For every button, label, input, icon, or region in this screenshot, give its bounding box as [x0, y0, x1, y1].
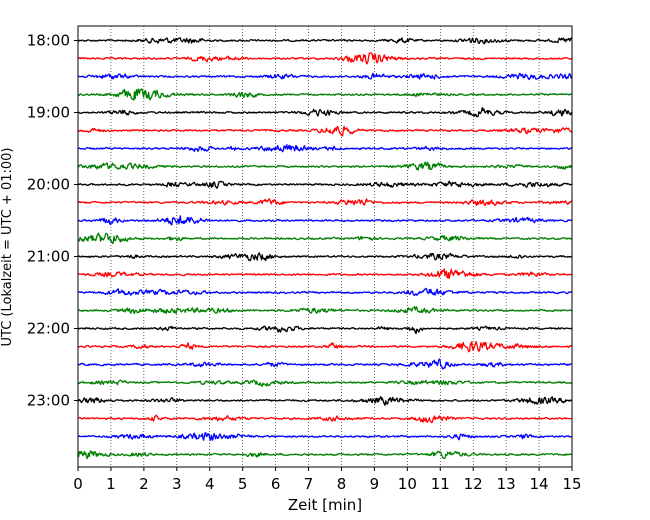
x-tick-label: 9 — [370, 475, 380, 493]
y-tick-label: 23:00 — [27, 392, 70, 410]
trace-line — [77, 340, 573, 353]
trace-line — [77, 414, 573, 424]
trace-line — [77, 52, 573, 65]
trace-line — [77, 305, 573, 315]
trace-line — [77, 72, 573, 81]
trace-line — [77, 88, 573, 101]
y-axis-label: UTC (Lokalzeit = UTC + 01:00) — [0, 148, 15, 347]
trace-line — [77, 325, 573, 335]
x-tick-label: 12 — [464, 475, 483, 493]
x-tick-label: 8 — [337, 475, 347, 493]
trace-line — [77, 395, 573, 406]
trace-line — [77, 268, 573, 279]
trace-line — [77, 232, 573, 245]
trace-line — [77, 287, 573, 297]
x-tick-label: 6 — [271, 475, 281, 493]
y-tick-label: 20:00 — [27, 176, 70, 194]
trace-line — [77, 125, 573, 137]
x-tick-label: 1 — [106, 475, 116, 493]
trace-line — [77, 37, 573, 45]
x-tick-label: 7 — [304, 475, 314, 493]
x-tick-label: 4 — [205, 475, 215, 493]
y-tick-label: 22:00 — [27, 320, 70, 338]
x-tick-label: 2 — [139, 475, 149, 493]
trace-line — [77, 161, 573, 171]
trace-line — [77, 450, 573, 460]
trace-line — [77, 432, 573, 441]
x-tick-label: 3 — [172, 475, 182, 493]
trace-line — [77, 144, 573, 153]
trace-line — [78, 180, 573, 189]
trace-line — [77, 252, 573, 262]
y-tick-label: 18:00 — [27, 32, 70, 50]
trace-line — [77, 379, 573, 387]
x-tick-label: 10 — [398, 475, 417, 493]
x-tick-label: 14 — [530, 475, 549, 493]
plot-background — [78, 26, 572, 467]
traces-group — [77, 37, 573, 460]
x-tick-label: 15 — [562, 475, 581, 493]
x-tick-label: 11 — [431, 475, 450, 493]
x-tick-label: 5 — [238, 475, 248, 493]
x-tick-label: 13 — [497, 475, 516, 493]
x-axis-label: Zeit [min] — [288, 496, 362, 514]
y-tick-label: 19:00 — [27, 104, 70, 122]
trace-line — [77, 107, 573, 118]
trace-line — [77, 358, 573, 370]
trace-line — [77, 215, 573, 226]
plot-frame — [77, 25, 573, 468]
x-tick-label: 0 — [73, 475, 83, 493]
trace-line — [77, 198, 573, 207]
x-axis-ticks: 0 1 2 3 4 5 6 7 8 9 10 11 12 13 14 15 — [73, 467, 582, 493]
y-tick-label: 21:00 — [27, 248, 70, 266]
y-axis-ticks: 18:00 19:00 20:00 21:00 22:00 23:00 — [27, 32, 78, 410]
